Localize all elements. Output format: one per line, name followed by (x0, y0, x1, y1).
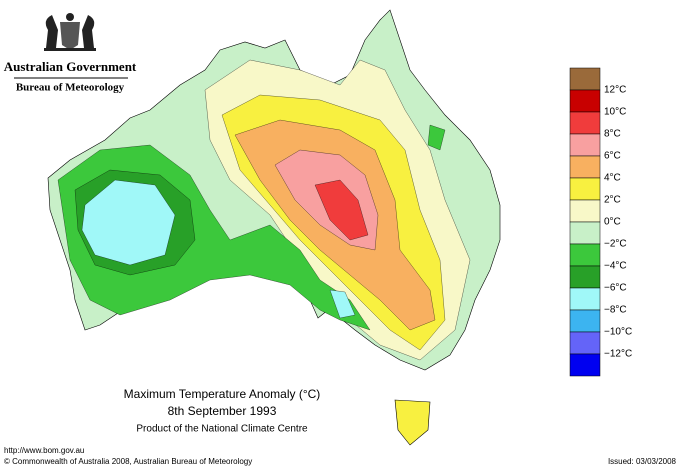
eight-band (314, 179, 369, 241)
legend-label: −6°C (604, 283, 627, 294)
minus-eight-south (329, 289, 356, 319)
copyright: © Commonwealth of Australia 2008, Austra… (4, 457, 252, 466)
organisation: Australian Government (4, 59, 137, 74)
legend-swatch (569, 155, 601, 179)
legend-label: 0°C (604, 217, 621, 228)
legend-swatch (569, 265, 601, 289)
legend-label: −4°C (604, 261, 627, 272)
legend: 12°C 10°C 8°C 6°C 4°C 2°C 0°C −2°C −4°C −6°C −8°C −… (569, 67, 632, 377)
legend-label: −10°C (604, 327, 632, 338)
legend-label: −2°C (604, 239, 627, 250)
legend-label: 2°C (604, 195, 621, 206)
minus-eight-band (81, 179, 176, 266)
crest (44, 13, 96, 51)
legend-swatch (569, 309, 601, 333)
minus-two-east (427, 124, 446, 151)
legend-swatch (569, 287, 601, 311)
issued: Issued: 03/03/2008 (608, 457, 677, 466)
legend-label: 8°C (604, 129, 621, 140)
australia-map (47, 9, 501, 446)
url: http://www.bom.gov.au (4, 446, 84, 455)
legend-swatch (569, 199, 601, 223)
legend-label: −8°C (604, 305, 627, 316)
tasmania (394, 399, 431, 446)
legend-swatch (569, 177, 601, 201)
legend-label: 4°C (604, 173, 621, 184)
title: Maximum Temperature Anomaly (°C) (124, 387, 321, 401)
legend-swatch (569, 133, 601, 157)
legend-label: 12°C (604, 85, 626, 96)
legend-swatch (569, 89, 601, 113)
legend-label: 6°C (604, 151, 621, 162)
agency: Bureau of Meteorology (16, 82, 125, 94)
date: 8th September 1993 (168, 404, 277, 418)
legend-swatch (569, 221, 601, 245)
product-note: Product of the National Climate Centre (136, 424, 308, 435)
legend-swatch (569, 243, 601, 267)
legend-swatch (569, 331, 601, 355)
legend-label: −12°C (604, 349, 632, 360)
legend-swatch (569, 111, 601, 135)
legend-swatch (569, 67, 601, 91)
legend-label: 10°C (604, 107, 626, 118)
legend-swatch (569, 353, 601, 377)
